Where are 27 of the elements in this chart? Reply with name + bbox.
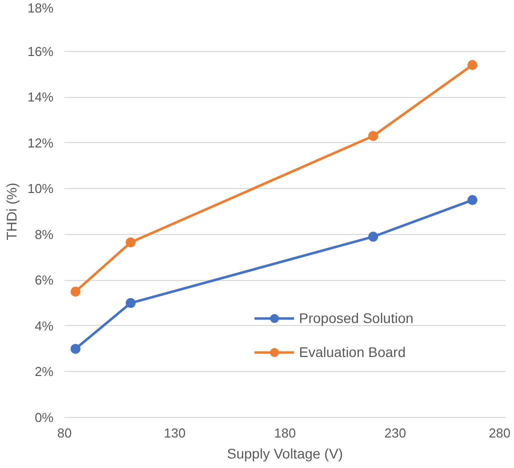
- point: [126, 298, 136, 308]
- x-tick-label: 130: [164, 426, 186, 440]
- legend-label: Evaluation Board: [299, 344, 406, 360]
- x-axis-title: Supply Voltage (V): [227, 446, 343, 462]
- x-tick-label: 280: [488, 426, 511, 440]
- y-tick-label: 18%: [27, 0, 54, 16]
- y-tick-label: 2%: [34, 364, 54, 380]
- x-tick-label: 180: [274, 426, 296, 440]
- y-tick-label: 0%: [34, 410, 54, 425]
- y-tick-label: 6%: [34, 272, 54, 288]
- y-axis-title: THDi (%): [3, 182, 20, 240]
- point: [70, 344, 81, 354]
- y-tick-label: 16%: [27, 44, 54, 59]
- y-tick-label: 12%: [27, 135, 54, 150]
- legend-label: Proposed Solution: [299, 310, 414, 326]
- x-tick-label: 230: [384, 426, 406, 440]
- x-tick-label: 80: [57, 426, 72, 440]
- point: [368, 130, 378, 141]
- y-tick-label: 4%: [34, 318, 54, 334]
- point: [70, 286, 81, 297]
- y-tick-label: 10%: [27, 181, 54, 196]
- point: [467, 60, 478, 70]
- y-tick-label: 14%: [27, 90, 54, 105]
- point: [467, 195, 478, 206]
- point: [126, 237, 136, 248]
- y-tick-label: 8%: [34, 226, 54, 242]
- point: [368, 232, 378, 242]
